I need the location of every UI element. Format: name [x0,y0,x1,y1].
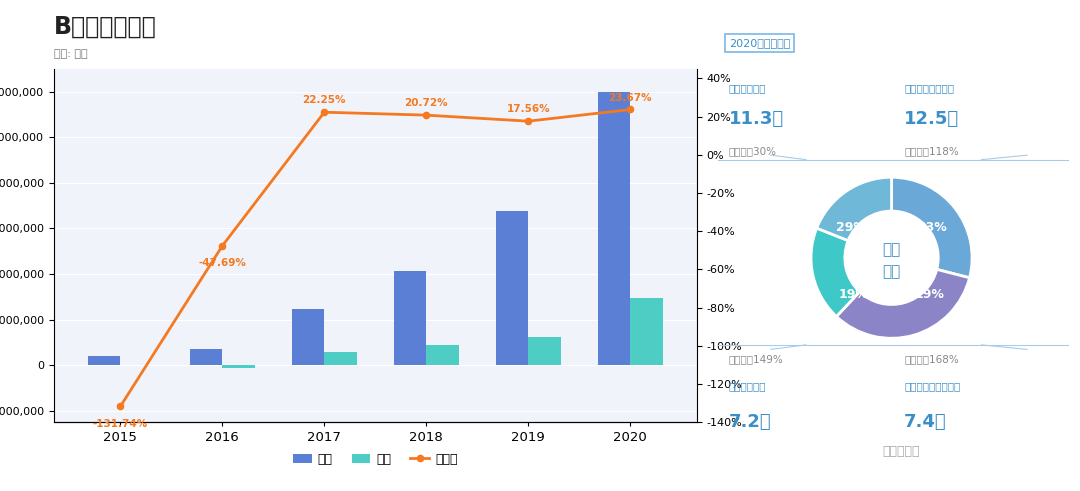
Text: 19%: 19% [915,288,944,300]
Legend: 营收, 毛利, 毛利率: 营收, 毛利, 毛利率 [287,448,463,471]
Bar [324,352,357,365]
Text: -47.69%: -47.69% [199,258,246,269]
Text: 22.25%: 22.25% [302,95,346,105]
Wedge shape [891,177,972,278]
Bar [222,365,255,368]
Text: 2020年第四季度: 2020年第四季度 [729,38,791,48]
Text: 同比增长118%: 同比增长118% [904,146,959,156]
Text: 同比增长149%: 同比增长149% [729,354,783,364]
Bar [292,309,324,365]
Text: -131.74%: -131.74% [93,419,148,429]
Text: 单位: 千元: 单位: 千元 [54,49,87,59]
Bar [528,337,561,365]
Text: 7.2亿: 7.2亿 [729,412,771,431]
Wedge shape [811,228,860,317]
Text: 23.67%: 23.67% [608,93,652,103]
Bar [394,271,427,365]
Text: 商业数据派: 商业数据派 [882,445,919,458]
Text: 20.72%: 20.72% [405,98,448,108]
Text: 7.4亿: 7.4亿 [904,412,947,431]
Text: 11.3亿: 11.3亿 [729,110,784,128]
Wedge shape [816,177,892,241]
Text: 29%: 29% [836,220,866,234]
Text: B站营收、毛利: B站营收、毛利 [54,15,157,39]
Text: 17.56%: 17.56% [507,104,550,114]
Wedge shape [836,270,970,338]
Bar [427,345,459,365]
Bar [190,349,222,365]
Text: 游戏业务收入: 游戏业务收入 [729,83,766,93]
Text: 增值服务业务收入: 增值服务业务收入 [904,83,955,93]
Text: 12.5亿: 12.5亿 [904,110,959,128]
Text: 广告业务收入: 广告业务收入 [729,381,766,391]
Bar [597,92,631,365]
Text: 营收: 营收 [882,242,901,257]
Text: 33%: 33% [917,220,947,234]
Text: 同比增长30%: 同比增长30% [729,146,777,156]
Text: 电商及其他业务收入: 电商及其他业务收入 [904,381,960,391]
Text: 同比增长168%: 同比增长168% [904,354,959,364]
Bar [87,356,120,365]
Bar [496,211,528,365]
Text: 19%: 19% [839,288,868,300]
Text: 占比: 占比 [882,264,901,279]
Bar [631,298,663,365]
